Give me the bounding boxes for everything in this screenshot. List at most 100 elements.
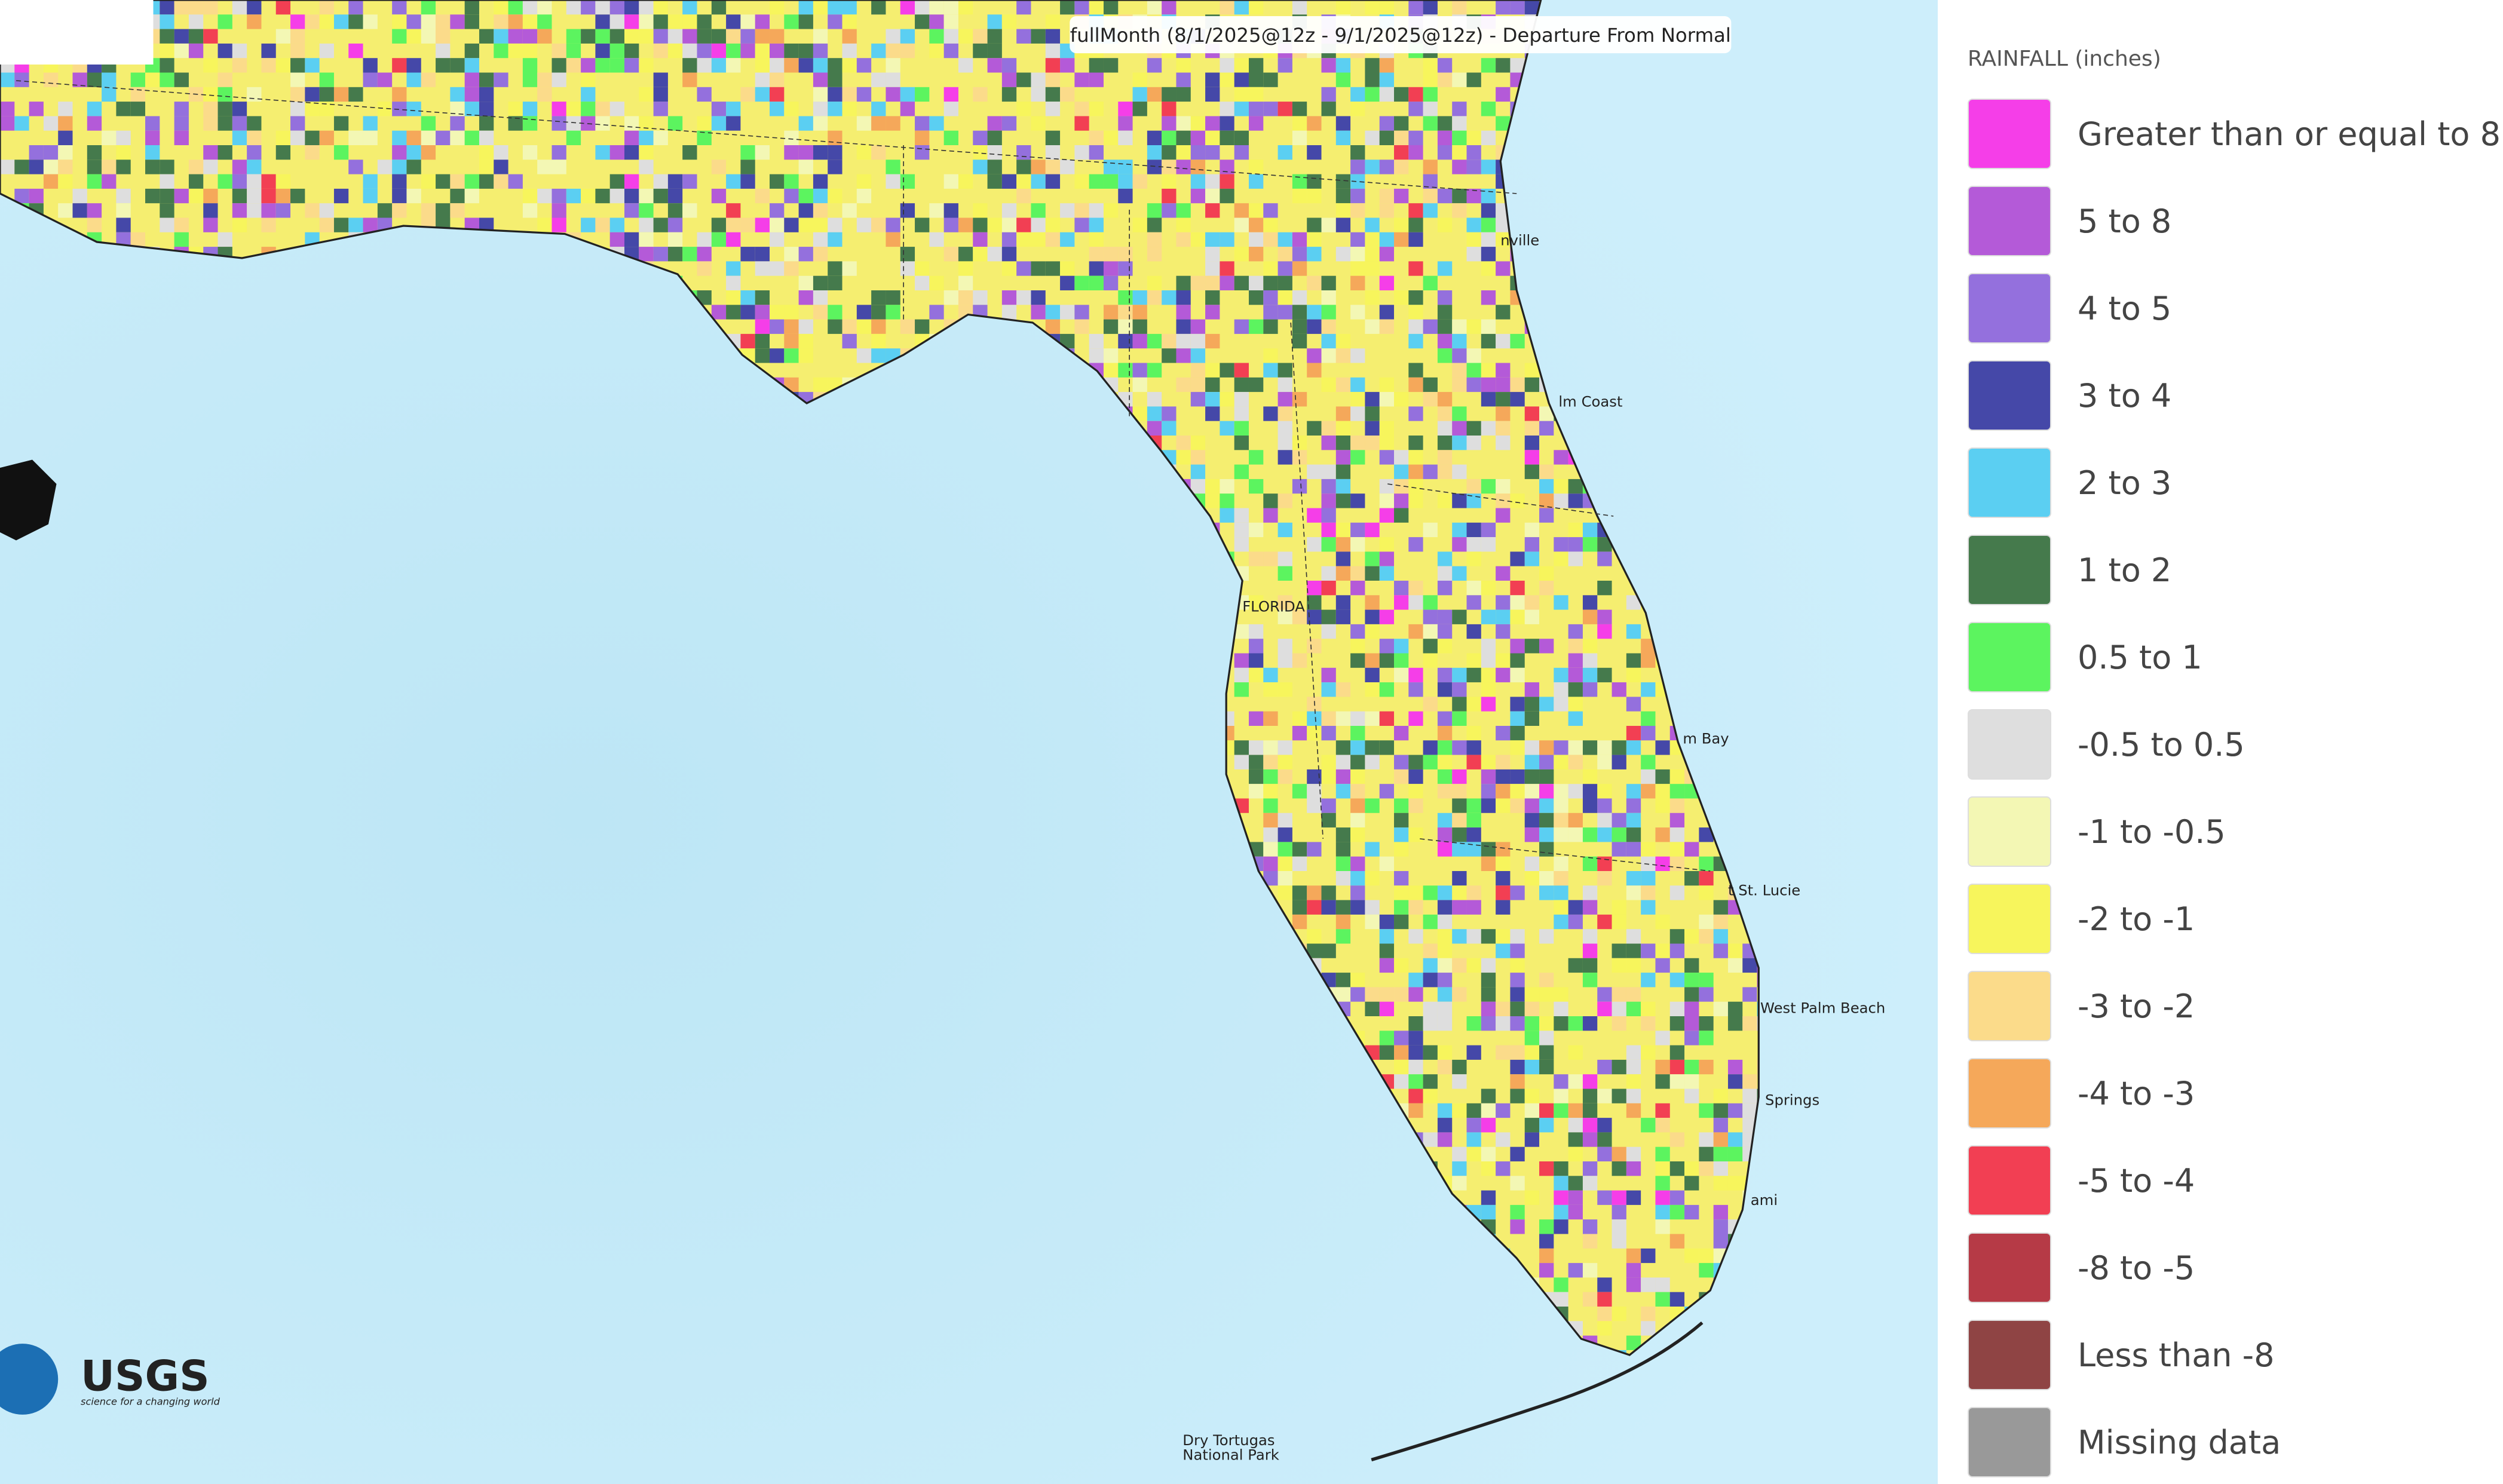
grid-cell (1408, 581, 1423, 596)
grid-cell (1205, 87, 1220, 102)
grid-cell (770, 43, 785, 59)
grid-cell (1162, 421, 1177, 436)
grid-cell (1292, 609, 1307, 624)
grid-cell (1263, 784, 1278, 799)
grid-cell (1292, 130, 1307, 145)
grid-cell (1205, 130, 1220, 145)
grid-cell (1263, 493, 1278, 508)
grid-cell (1190, 377, 1206, 393)
grid-cell (770, 29, 785, 44)
grid-cell (1568, 914, 1583, 930)
grid-cell (1582, 1016, 1598, 1031)
grid-cell (1481, 130, 1496, 145)
grid-cell (1248, 740, 1264, 755)
grid-cell (1031, 261, 1046, 276)
grid-cell (1437, 929, 1453, 944)
grid-cell (1350, 377, 1365, 393)
grid-cell (1162, 203, 1177, 218)
grid-cell (1248, 102, 1264, 116)
grid-cell (1423, 72, 1438, 87)
grid-cell (1292, 885, 1307, 900)
grid-cell (711, 43, 727, 59)
grid-cell (1481, 581, 1496, 596)
grid-cell (1394, 188, 1409, 204)
grid-cell (1045, 14, 1061, 29)
grid-cell (1379, 639, 1395, 654)
grid-cell (711, 188, 727, 204)
grid-cell (1307, 319, 1322, 334)
grid-cell (1612, 812, 1626, 828)
grid-cell (1539, 464, 1554, 479)
grid-cell (1669, 973, 1685, 988)
grid-cell (1452, 842, 1467, 857)
grid-cell (1190, 174, 1206, 189)
grid-cell (726, 102, 741, 116)
grid-cell (886, 72, 900, 87)
grid-cell (232, 58, 247, 73)
grid-cell (537, 29, 552, 44)
grid-cell (1205, 290, 1220, 305)
grid-cell (1742, 987, 1757, 1002)
grid-cell (1379, 711, 1395, 726)
grid-cell (1205, 261, 1220, 276)
grid-cell (1423, 609, 1438, 624)
grid-cell (1408, 333, 1423, 349)
grid-cell (1394, 827, 1409, 842)
grid-cell (740, 87, 755, 102)
grid-cell (1234, 508, 1249, 523)
grid-cell (900, 174, 915, 189)
grid-cell (1612, 682, 1626, 697)
grid-cell (333, 217, 349, 232)
grid-cell (1452, 377, 1467, 393)
grid-cell (116, 188, 131, 204)
grid-cell (1481, 479, 1496, 494)
grid-cell (1263, 261, 1278, 276)
grid-cell (1597, 581, 1612, 596)
grid-cell (1554, 856, 1568, 871)
grid-cell (755, 87, 770, 102)
grid-cell (290, 58, 305, 73)
grid-cell (1684, 1001, 1699, 1016)
grid-cell (333, 145, 349, 160)
grid-cell (798, 275, 813, 290)
grid-cell (1481, 798, 1496, 813)
grid-cell (595, 14, 610, 29)
grid-cell (1321, 58, 1336, 73)
grid-cell (305, 87, 320, 102)
grid-cell (552, 203, 566, 218)
grid-cell (1045, 29, 1061, 44)
grid-cell (1437, 392, 1453, 407)
grid-cell (1335, 842, 1351, 857)
grid-cell (1350, 145, 1365, 160)
grid-cell (1539, 1059, 1554, 1075)
grid-cell (1524, 784, 1540, 799)
grid-cell (1321, 87, 1336, 102)
grid-cell (697, 29, 712, 44)
grid-cell (1496, 769, 1511, 784)
grid-cell (1277, 102, 1292, 116)
grid-cell (1350, 566, 1365, 581)
grid-cell (0, 102, 15, 116)
grid-cell (1452, 711, 1467, 726)
grid-cell (392, 145, 407, 160)
grid-cell (116, 203, 131, 218)
grid-cell (1423, 116, 1438, 131)
grid-cell (1496, 609, 1511, 624)
grid-cell (1248, 72, 1264, 87)
grid-cell (1350, 726, 1365, 741)
grid-cell (842, 29, 857, 44)
grid-cell (1394, 1059, 1409, 1075)
grid-cell (1379, 421, 1395, 436)
grid-cell (1234, 203, 1249, 218)
grid-cell (1554, 740, 1568, 755)
grid-cell (232, 102, 247, 116)
grid-cell (653, 29, 668, 44)
grid-cell (1190, 436, 1206, 450)
grid-cell (102, 130, 117, 145)
grid-cell (1437, 58, 1453, 73)
grid-cell (653, 87, 668, 102)
grid-cell (1423, 87, 1438, 102)
grid-cell (1205, 174, 1220, 189)
grid-cell (566, 29, 581, 44)
grid-cell (1220, 508, 1234, 523)
